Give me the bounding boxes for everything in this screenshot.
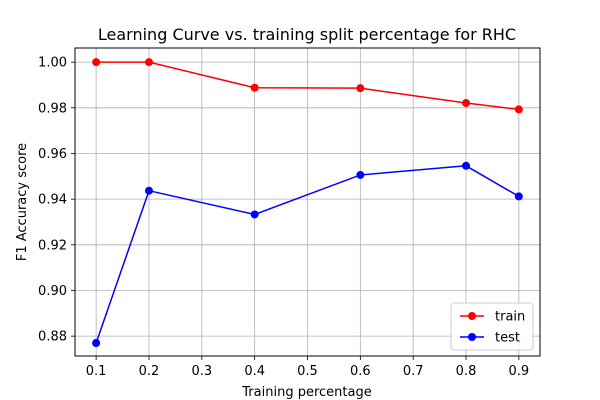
x-tick-label: 0.4 [244,364,265,379]
y-tick-label: 0.98 [38,101,67,116]
data-point-test [250,210,259,219]
data-point-train [462,99,471,108]
data-point-train [514,105,523,114]
y-axis-label: F1 Accuracy score [15,143,30,261]
series-line-train [96,61,519,111]
series-layer [92,58,523,347]
x-tick-label: 0.8 [456,364,477,379]
y-tick-label: 0.96 [38,147,67,162]
data-point-test [462,161,471,170]
y-tick-label: 0.90 [38,284,67,299]
data-point-train [92,58,101,67]
y-tick-label: 0.88 [38,330,67,345]
x-tick-label: 0.1 [86,364,107,379]
y-tick-label: 0.94 [38,193,67,208]
data-point-train [144,58,153,67]
y-tick-label: 0.92 [38,238,67,253]
legend: train test [450,302,534,351]
x-tick-label: 0.3 [191,364,212,379]
x-axis: 0.1 0.2 0.3 0.4 0.5 0.6 0.7 0.8 0.9 [86,356,529,379]
data-point-test [144,186,153,195]
series-line-test [95,165,520,344]
data-point-train [356,84,365,93]
chart-title: Learning Curve vs. training split percen… [98,25,516,44]
legend-label-train: train [495,310,525,325]
data-point-train [250,83,259,92]
data-point-test [356,170,365,179]
y-tick-label: 1.00 [38,56,67,71]
legend-label-test: test [495,331,520,346]
x-tick-label: 0.5 [297,364,318,379]
data-point-test [514,192,523,201]
x-axis-label: Training percentage [241,385,371,400]
x-tick-label: 0.7 [403,364,424,379]
x-tick-label: 0.6 [350,364,371,379]
data-point-test [92,338,101,347]
x-tick-label: 0.2 [139,364,160,379]
legend-marker-test [468,333,476,341]
grid [75,48,540,356]
y-axis: 0.88 0.90 0.92 0.94 0.96 0.98 1.00 [38,56,75,345]
x-tick-label: 0.9 [509,364,530,379]
legend-marker-train [468,312,476,320]
